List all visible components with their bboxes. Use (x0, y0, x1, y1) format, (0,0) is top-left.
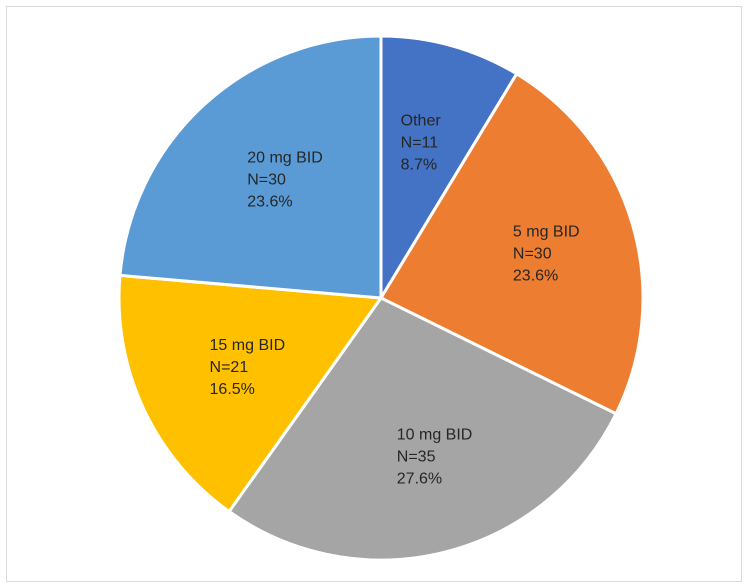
data-label-percent: 23.6% (513, 267, 558, 284)
data-label-count: N=21 (210, 359, 249, 376)
data-label-count: N=30 (513, 245, 552, 262)
data-label-15-mg-bid: 15 mg BID N=21 16.5% (210, 337, 286, 398)
pie-slice-other (379, 34, 519, 300)
data-label-10-mg-bid: 10 mg BID N=35 27.6% (397, 426, 473, 487)
data-label-count: N=11 (401, 135, 439, 152)
data-label-20-mg-bid: 20 mg BID N=30 23.6% (247, 149, 323, 210)
pie-slices (117, 34, 645, 562)
pie-slice-15-mg-bid (117, 273, 383, 513)
data-label-other: Other N=11 8.7% (401, 113, 442, 174)
data-label-count: N=35 (397, 448, 436, 465)
data-label-category: Other (401, 113, 442, 130)
pie-data-labels: Other N=11 8.7% 5 mg BID N=30 23.6% 10 mg BID N… (210, 113, 580, 488)
data-label-percent: 23.6% (247, 193, 292, 210)
data-label-category: 20 mg BID (247, 149, 323, 166)
data-label-5-mg-bid: 5 mg BID N=30 23.6% (513, 223, 580, 284)
pie-slice-10-mg-bid (227, 296, 618, 562)
data-label-category: 15 mg BID (210, 337, 286, 354)
data-label-category: 5 mg BID (513, 223, 580, 240)
data-label-percent: 8.7% (401, 157, 437, 174)
data-label-category: 10 mg BID (397, 426, 473, 443)
data-label-percent: 16.5% (210, 381, 255, 398)
data-label-count: N=30 (247, 171, 286, 188)
pie-slice-20-mg-bid (118, 34, 383, 300)
data-label-percent: 27.6% (397, 470, 442, 487)
